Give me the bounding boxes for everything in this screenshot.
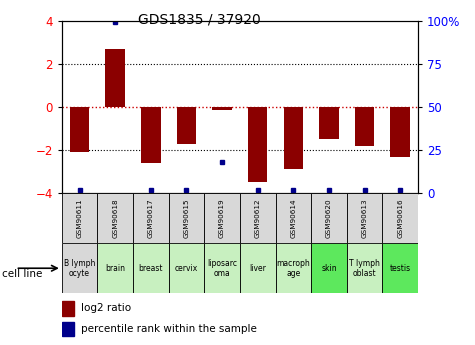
Bar [319,107,339,139]
Bar [105,49,125,107]
Bar [382,243,418,293]
Text: macroph
age: macroph age [276,258,310,278]
Bar [248,107,267,183]
Bar [70,107,89,152]
Bar [141,107,161,163]
Bar [347,243,382,293]
Bar [276,193,311,243]
Text: GSM90619: GSM90619 [219,198,225,238]
Text: testis: testis [390,264,411,273]
Text: B lymph
ocyte: B lymph ocyte [64,258,95,278]
Text: skin: skin [321,264,337,273]
Bar [390,107,410,157]
Bar [382,193,418,243]
Text: cervix: cervix [175,264,198,273]
Bar [133,193,169,243]
Bar [284,107,303,169]
Bar [347,193,382,243]
Bar [62,301,74,316]
Bar [62,322,74,336]
Bar [204,243,240,293]
Text: brain: brain [105,264,125,273]
Text: GSM90618: GSM90618 [112,198,118,238]
Text: cell line: cell line [2,269,43,279]
Bar [212,107,232,110]
Bar [177,107,196,144]
Text: liver: liver [249,264,266,273]
Text: breast: breast [139,264,163,273]
Bar [240,193,276,243]
Text: GSM90612: GSM90612 [255,198,261,238]
Text: GSM90616: GSM90616 [397,198,403,238]
Bar [97,193,133,243]
Text: GSM90617: GSM90617 [148,198,154,238]
Bar [311,243,347,293]
Bar [97,243,133,293]
Bar [355,107,374,146]
Bar [311,193,347,243]
Bar [276,243,311,293]
Bar [62,193,97,243]
Text: GSM90614: GSM90614 [290,198,296,238]
Text: GSM90613: GSM90613 [361,198,368,238]
Text: GSM90620: GSM90620 [326,198,332,238]
Text: liposarc
oma: liposarc oma [207,258,237,278]
Text: GSM90615: GSM90615 [183,198,190,238]
Bar [240,243,276,293]
Bar [133,243,169,293]
Bar [62,243,97,293]
Text: T lymph
oblast: T lymph oblast [349,258,380,278]
Text: log2 ratio: log2 ratio [81,303,132,313]
Text: GSM90611: GSM90611 [76,198,83,238]
Bar [204,193,240,243]
Bar [169,243,204,293]
Text: percentile rank within the sample: percentile rank within the sample [81,324,257,334]
Text: GDS1835 / 37920: GDS1835 / 37920 [138,12,261,26]
Bar [169,193,204,243]
